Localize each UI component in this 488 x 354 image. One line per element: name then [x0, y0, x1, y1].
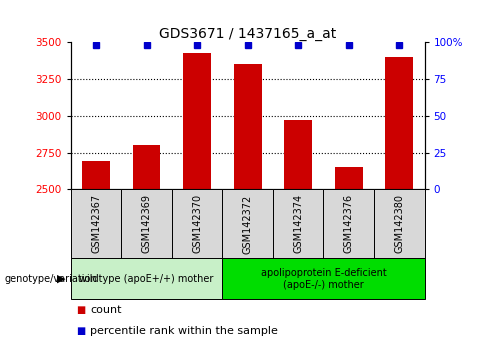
- Bar: [285, 120, 312, 189]
- Text: GSM142372: GSM142372: [243, 194, 253, 253]
- Text: ■: ■: [76, 305, 85, 315]
- Bar: [172, 189, 223, 258]
- Text: ■: ■: [76, 326, 85, 336]
- Bar: [335, 167, 363, 189]
- Bar: [324, 189, 374, 258]
- Bar: [273, 189, 324, 258]
- Text: GSM142369: GSM142369: [142, 194, 152, 253]
- Text: ▶: ▶: [58, 274, 66, 284]
- Title: GDS3671 / 1437165_a_at: GDS3671 / 1437165_a_at: [159, 28, 336, 41]
- Text: GSM142380: GSM142380: [394, 194, 404, 253]
- Text: percentile rank within the sample: percentile rank within the sample: [90, 326, 278, 336]
- Bar: [82, 161, 110, 189]
- Bar: [133, 145, 161, 189]
- Bar: [223, 258, 425, 299]
- Text: GSM142376: GSM142376: [344, 194, 354, 253]
- Text: GSM142370: GSM142370: [192, 194, 202, 253]
- Bar: [71, 258, 223, 299]
- Text: wildtype (apoE+/+) mother: wildtype (apoE+/+) mother: [80, 274, 214, 284]
- Bar: [122, 189, 172, 258]
- Bar: [223, 189, 273, 258]
- Text: genotype/variation: genotype/variation: [5, 274, 98, 284]
- Bar: [234, 64, 262, 189]
- Bar: [374, 189, 425, 258]
- Bar: [71, 189, 122, 258]
- Text: apolipoprotein E-deficient
(apoE-/-) mother: apolipoprotein E-deficient (apoE-/-) mot…: [261, 268, 386, 290]
- Text: count: count: [90, 305, 122, 315]
- Bar: [183, 53, 211, 189]
- Text: GSM142367: GSM142367: [91, 194, 101, 253]
- Bar: [386, 57, 413, 189]
- Text: GSM142374: GSM142374: [293, 194, 303, 253]
